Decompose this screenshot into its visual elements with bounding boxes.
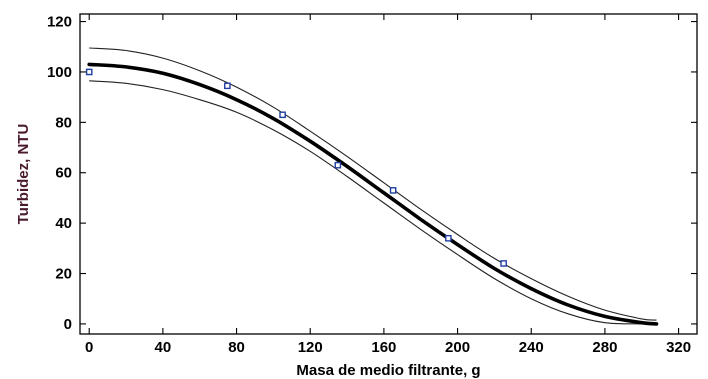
y-tick-label: 40: [55, 215, 72, 232]
fitted-curve-line: [87, 62, 659, 326]
y-tick-label: 120: [47, 14, 72, 31]
y-tick-label: 0: [64, 316, 72, 333]
observed-point: [389, 187, 397, 194]
observed-point: [279, 111, 286, 119]
x-tick-label: 200: [445, 339, 470, 356]
x-axis-title: Masa de medio filtrante, g: [296, 362, 480, 379]
x-tick-label: 320: [666, 339, 691, 356]
observed-point: [224, 82, 231, 90]
confidence-bands: [89, 47, 657, 325]
observed-point: [445, 234, 452, 242]
x-tick-label: 240: [519, 339, 544, 356]
y-tick-label: 100: [47, 64, 72, 81]
y-axis-title: Turbidez, NTU: [15, 124, 32, 225]
tick-labels-layer: 0 40 80 120 160 200 240 280 320 0 20 40 60 80 100 120: [47, 14, 691, 356]
x-tick-label: 80: [228, 339, 245, 356]
y-tick-label: 80: [55, 114, 72, 131]
x-tick-label: 160: [371, 339, 396, 356]
observed-points-layer: [85, 68, 507, 267]
observed-point: [85, 68, 93, 76]
x-tick-label: 0: [85, 339, 93, 356]
lower-confidence-band-line: [89, 80, 657, 325]
y-tick-label: 60: [55, 165, 72, 182]
y-tick-label: 20: [55, 266, 72, 283]
ticks-layer: [80, 14, 697, 334]
fitted-curve-layer: [87, 62, 659, 326]
upper-confidence-band-line: [89, 47, 657, 321]
x-tick-label: 40: [155, 339, 172, 356]
x-tick-label: 120: [298, 339, 323, 356]
plot-area-frame: [79, 13, 698, 335]
observed-point: [500, 260, 507, 267]
x-tick-label: 280: [592, 339, 617, 356]
observed-point: [334, 161, 342, 169]
